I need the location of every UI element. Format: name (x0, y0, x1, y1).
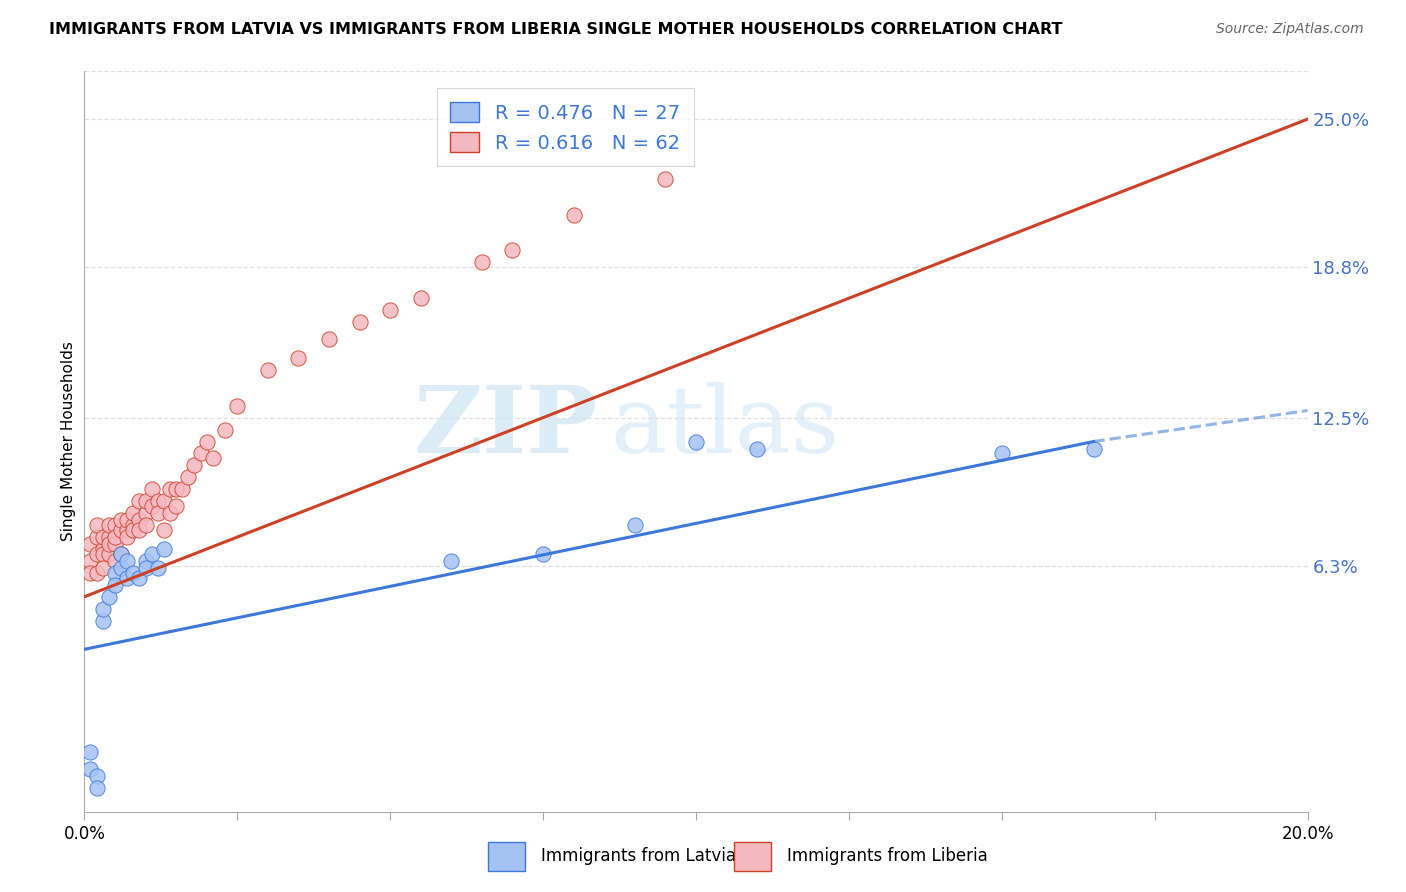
Point (91, 547, 114, 561)
Point (97, 518, 120, 533)
Text: Immigrants from Liberia: Immigrants from Liberia (787, 847, 988, 865)
Point (153, 494, 176, 508)
Point (318, 332, 340, 346)
Point (79, 745, 101, 759)
Point (122, 566, 145, 580)
Point (146, 506, 169, 520)
Point (128, 513, 150, 527)
Point (654, 171, 676, 186)
Point (159, 506, 181, 520)
Point (110, 561, 132, 575)
Point (141, 547, 163, 561)
Point (97, 537, 120, 551)
Point (86, 769, 108, 783)
Point (104, 518, 127, 533)
Point (86, 780, 108, 795)
Point (531, 547, 554, 561)
Text: Source: ZipAtlas.com: Source: ZipAtlas.com (1216, 22, 1364, 37)
Point (146, 494, 169, 508)
Point (409, 291, 432, 305)
Point (135, 561, 157, 575)
Point (141, 499, 163, 513)
Point (165, 499, 187, 513)
Point (122, 506, 145, 520)
Point (991, 446, 1014, 460)
Point (440, 554, 463, 568)
Point (128, 494, 150, 508)
Point (110, 513, 132, 527)
Point (183, 458, 205, 473)
Point (349, 315, 371, 329)
Point (153, 523, 176, 537)
Point (471, 255, 494, 269)
Text: IMMIGRANTS FROM LATVIA VS IMMIGRANTS FROM LIBERIA SINGLE MOTHER HOUSEHOLDS CORRE: IMMIGRANTS FROM LATVIA VS IMMIGRANTS FRO… (49, 22, 1063, 37)
Point (91, 561, 114, 575)
Point (79, 762, 101, 776)
Point (110, 523, 132, 537)
Point (172, 483, 194, 497)
Point (562, 208, 585, 222)
Point (135, 554, 157, 568)
Point (97, 590, 120, 604)
Point (91, 601, 114, 615)
Point (104, 566, 127, 580)
Text: Immigrants from Latvia: Immigrants from Latvia (541, 847, 737, 865)
Point (79, 537, 101, 551)
Point (685, 434, 707, 449)
Point (128, 571, 150, 585)
Point (159, 483, 181, 497)
Point (115, 513, 138, 527)
Point (195, 434, 218, 449)
Point (79, 554, 101, 568)
Point (177, 470, 200, 484)
Point (115, 571, 138, 585)
Point (104, 537, 127, 551)
Point (165, 483, 187, 497)
Point (153, 541, 176, 556)
Point (104, 530, 127, 544)
Point (91, 530, 114, 544)
Point (624, 518, 647, 533)
Point (115, 530, 138, 544)
Point (86, 547, 108, 561)
Point (86, 530, 108, 544)
Point (747, 442, 769, 456)
Y-axis label: Single Mother Households: Single Mother Households (60, 342, 76, 541)
Point (86, 518, 108, 533)
Point (86, 566, 108, 580)
Point (287, 351, 309, 365)
Point (257, 363, 280, 377)
Point (91, 541, 114, 556)
Point (104, 578, 127, 592)
Text: atlas: atlas (610, 382, 839, 472)
Point (1083, 442, 1105, 456)
Point (104, 554, 127, 568)
Point (135, 506, 157, 520)
Point (226, 399, 249, 413)
Point (79, 566, 101, 580)
Point (214, 423, 236, 437)
Point (110, 547, 132, 561)
Point (128, 523, 150, 537)
Point (97, 547, 120, 561)
Point (122, 523, 145, 537)
Legend: R = 0.476   N = 27, R = 0.616   N = 62: R = 0.476 N = 27, R = 0.616 N = 62 (437, 88, 693, 167)
Point (201, 451, 224, 466)
Point (190, 446, 212, 460)
Point (110, 547, 132, 561)
Point (135, 518, 157, 533)
Point (135, 494, 157, 508)
Text: ZIP: ZIP (413, 382, 598, 472)
Point (115, 523, 138, 537)
Point (97, 530, 120, 544)
Point (502, 244, 524, 258)
Point (146, 561, 169, 575)
Point (122, 518, 145, 533)
Point (91, 614, 114, 628)
Point (115, 554, 138, 568)
Point (141, 483, 163, 497)
Point (380, 303, 402, 318)
